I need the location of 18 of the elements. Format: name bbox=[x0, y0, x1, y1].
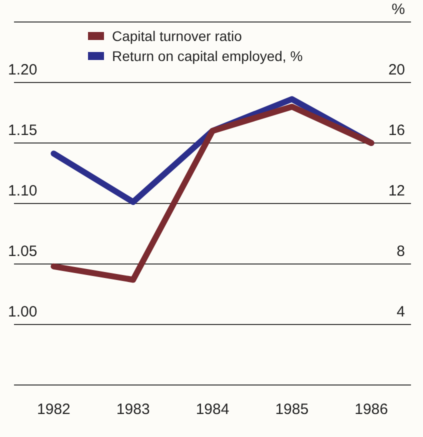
y-tick-label: 1.20 bbox=[8, 62, 38, 79]
y-tick-label: 1.15 bbox=[8, 122, 38, 140]
y2-tick-label: 4 bbox=[396, 304, 405, 321]
x-tick-label: 1984 bbox=[196, 401, 230, 418]
y-tick-label: 1.05 bbox=[8, 243, 38, 260]
y2-tick-label: 20 bbox=[388, 62, 405, 79]
legend-label: Return on capital employed, % bbox=[112, 48, 303, 64]
y2-tick-label: 12 bbox=[388, 182, 405, 200]
y-tick-label: 1.10 bbox=[8, 182, 38, 200]
x-tick-label: 1982 bbox=[37, 401, 70, 418]
y-tick-label: 1.00 bbox=[8, 304, 38, 321]
x-tick-label: 1985 bbox=[275, 401, 309, 418]
y2-tick-label: 16 bbox=[388, 122, 405, 140]
legend-label: Capital turnover ratio bbox=[112, 28, 242, 44]
y2-tick-label: 8 bbox=[396, 243, 405, 260]
x-tick-label: 1983 bbox=[116, 401, 150, 418]
x-tick-label: 1986 bbox=[354, 401, 388, 418]
y2-tick-label: % bbox=[392, 1, 405, 18]
